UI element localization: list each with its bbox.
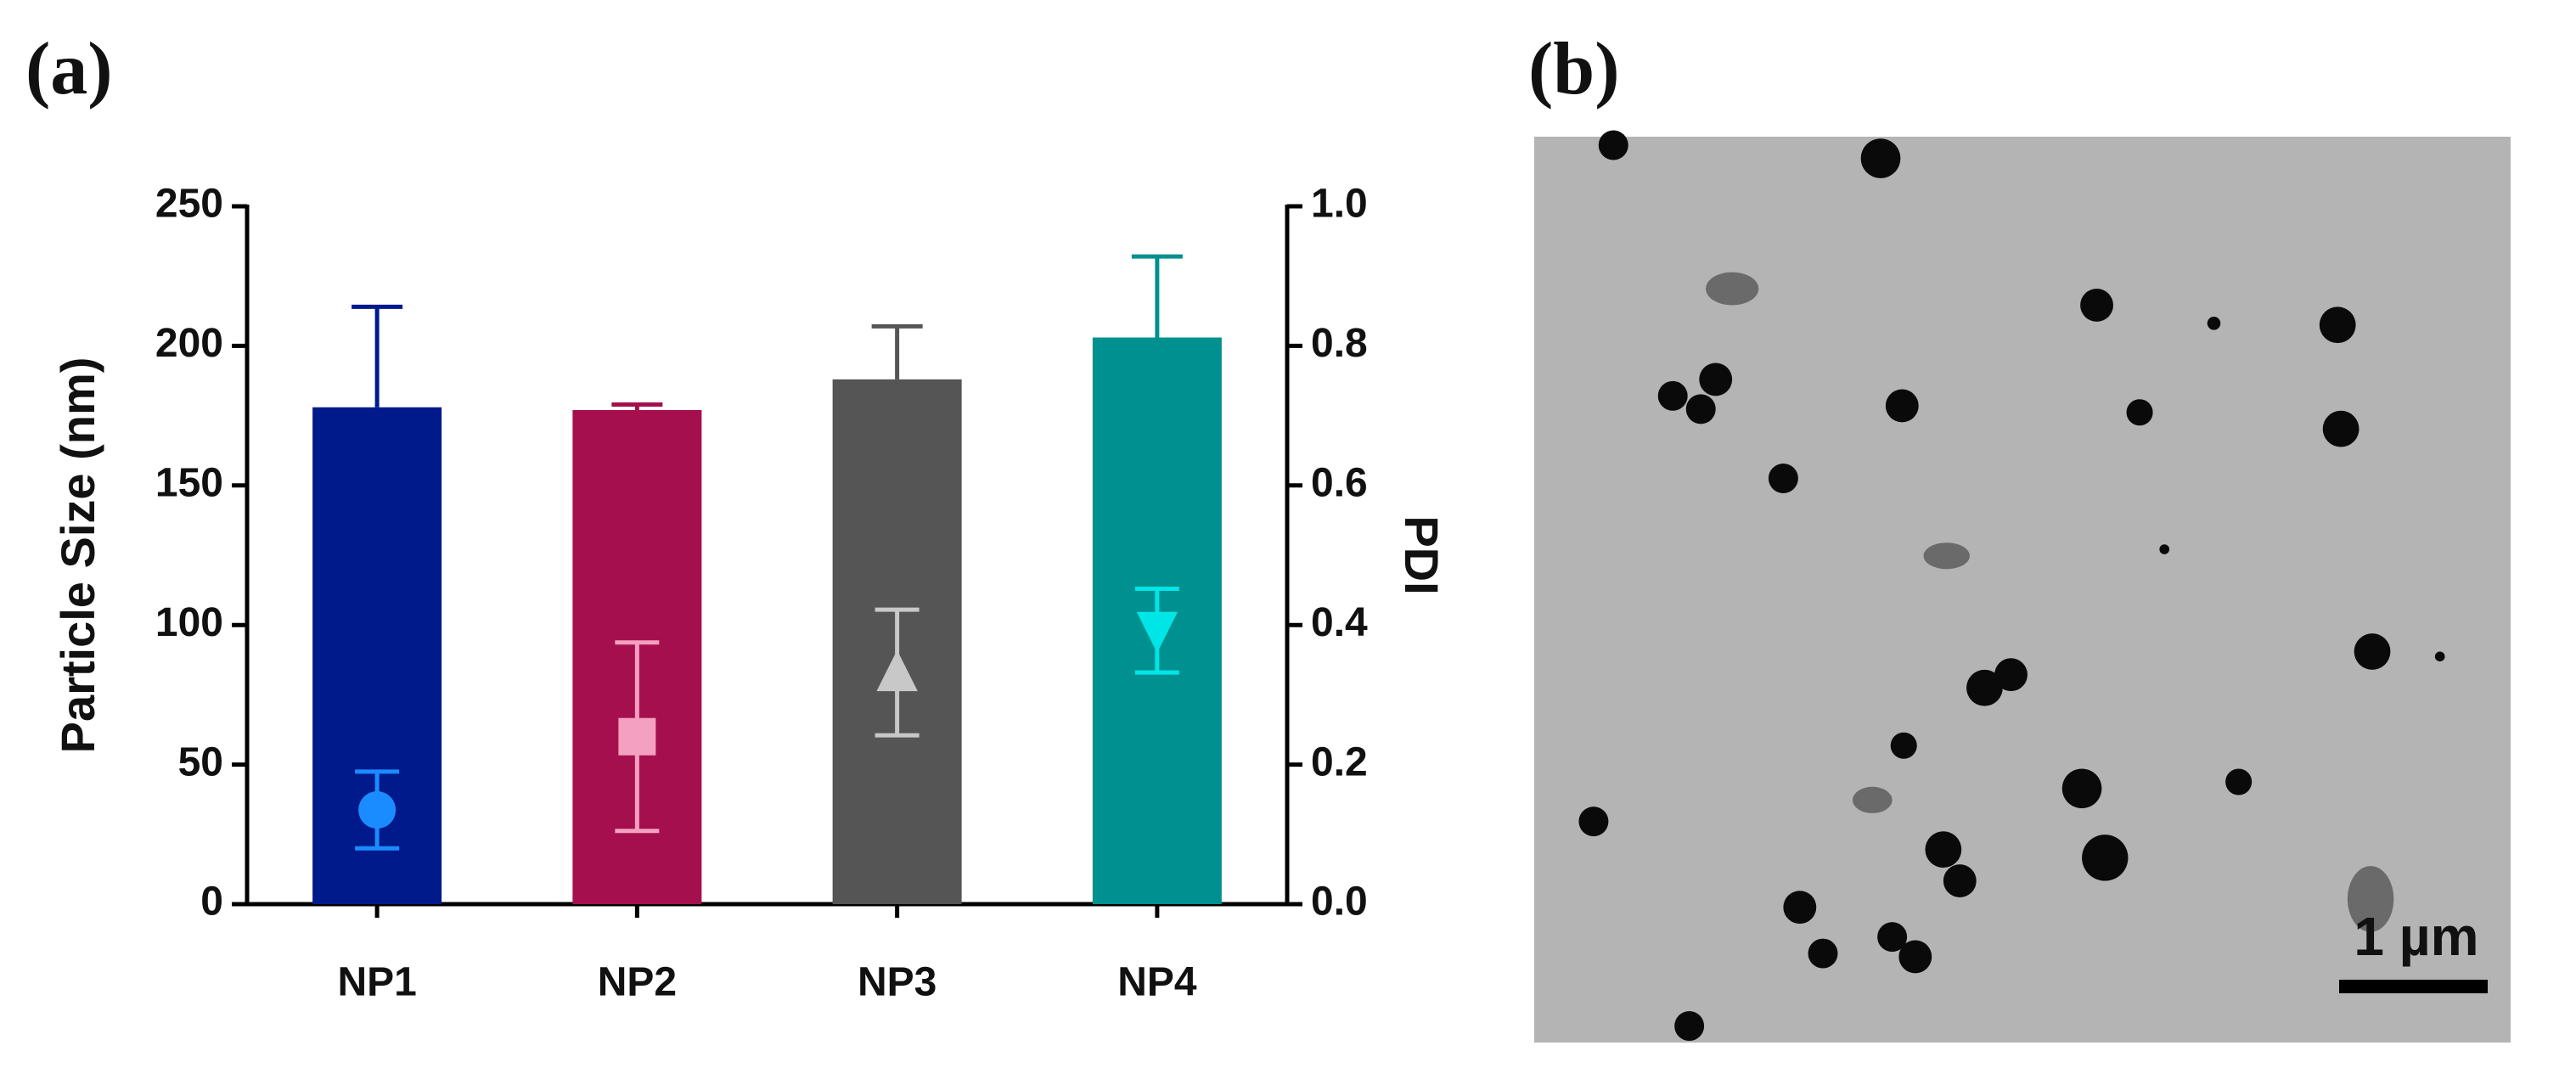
x-tick-label: NP1 [337,960,416,1005]
particle [1674,1011,1705,1042]
particle [1925,831,1962,868]
tem-particles [1578,130,2445,1042]
particle [2322,410,2359,447]
y-tick-label: 200 [155,321,223,366]
particle [1685,394,1716,424]
particle [1768,463,1798,493]
tem-image [1534,137,2511,1043]
y-tick-label: 100 [155,600,223,645]
y2-tick-label: 1.0 [1311,182,1368,227]
particle [2159,544,2170,554]
particle [2082,835,2129,881]
particle [1994,658,2028,692]
particle [2225,768,2253,795]
scale-bar-label: 1 µm [2354,906,2478,967]
panel-label: (a) [25,28,113,110]
blob [1852,786,1893,813]
particle [1890,732,1917,759]
particle [2061,768,2102,809]
x-tick-label: NP3 [858,960,936,1005]
particle [1657,380,1688,411]
y-tick-label: 150 [155,460,223,505]
blob [2347,866,2394,932]
blob [1923,542,1970,570]
particle [1966,669,2003,706]
marker [876,649,918,692]
marker [1136,611,1178,654]
particle [2434,651,2445,662]
particle [2319,306,2356,344]
x-tick-label: NP4 [1117,960,1197,1005]
particle [1598,130,1628,160]
y2-tick-label: 0.4 [1311,600,1368,645]
y-tick-label: 250 [155,182,223,227]
particle [2207,317,2221,330]
y2-tick-label: 0.6 [1311,460,1368,505]
particle [1877,922,1908,953]
marker [618,717,656,756]
particle [1943,864,1977,897]
particle [1885,389,1919,423]
particle [1808,938,1838,969]
y-tick-label: 50 [178,739,223,784]
y2-tick-label: 0.8 [1311,321,1368,366]
particle [2354,633,2391,670]
particle [2080,289,2113,322]
y2-tick-label: 0.0 [1311,880,1368,925]
panel-label: (b) [1528,28,1620,110]
particle [2126,399,2153,426]
y2-tick-label: 0.2 [1311,739,1368,784]
particle [1898,940,1932,974]
blob [1706,272,1759,306]
particle [1783,891,1817,925]
particle [1860,138,1901,178]
x-tick-label: NP2 [598,960,677,1005]
particle [1578,807,1609,837]
y-tick-label: 0 [200,880,223,925]
particle [1699,363,1733,396]
marker [358,791,397,829]
y-axis-title: Particle Size (nm) [51,357,104,754]
y2-axis-title: PDI [1395,515,1448,594]
